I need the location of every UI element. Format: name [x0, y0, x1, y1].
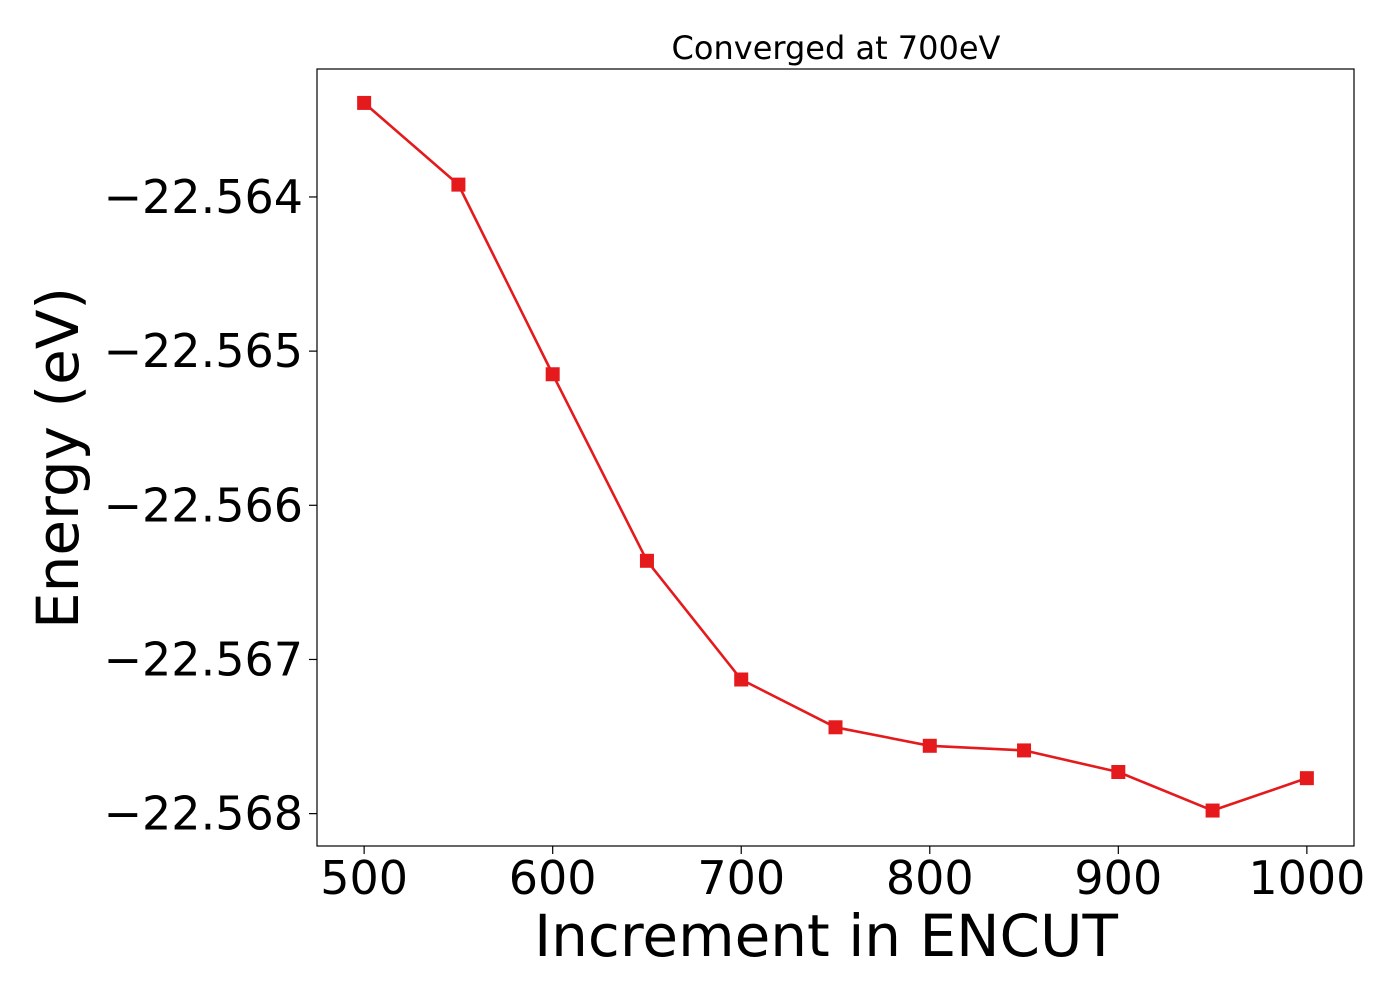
y-tick-label: −22.568: [104, 787, 304, 841]
data-point-marker: [451, 177, 466, 192]
y-axis-label: Energy (eV): [24, 287, 92, 629]
data-point-marker: [828, 720, 843, 735]
y-tick-label: −22.565: [104, 324, 304, 378]
x-tick-label: 700: [697, 851, 785, 905]
x-tick-label: 1000: [1248, 851, 1365, 905]
y-tick-label: −22.566: [104, 478, 304, 532]
y-tick-label: −22.564: [104, 170, 304, 224]
x-axis-ticks: 500 600 700 800 900 1000: [320, 846, 1365, 905]
x-tick-label: 600: [509, 851, 597, 905]
x-tick-label: 500: [320, 851, 408, 905]
data-point-marker: [1111, 765, 1126, 779]
data-point-marker: [922, 738, 937, 753]
data-point-marker: [1205, 803, 1220, 818]
data-point-marker: [1017, 743, 1032, 758]
x-tick-label: 800: [886, 851, 974, 905]
y-axis-ticks: −22.564 −22.565 −22.566 −22.567 −22.568: [104, 170, 317, 841]
y-tick-label: −22.567: [104, 632, 304, 686]
plot-frame: [316, 68, 1355, 847]
x-tick-label: 900: [1074, 851, 1162, 905]
data-point-marker: [1299, 771, 1314, 786]
data-point-marker: [545, 367, 560, 382]
data-point-marker: [734, 672, 749, 687]
data-point-marker: [639, 553, 654, 568]
x-axis-label: Increment in ENCUT: [534, 902, 1118, 970]
data-point-marker: [357, 95, 372, 110]
series-layer: [357, 95, 1314, 818]
chart-title: Converged at 700eV: [672, 29, 1001, 67]
